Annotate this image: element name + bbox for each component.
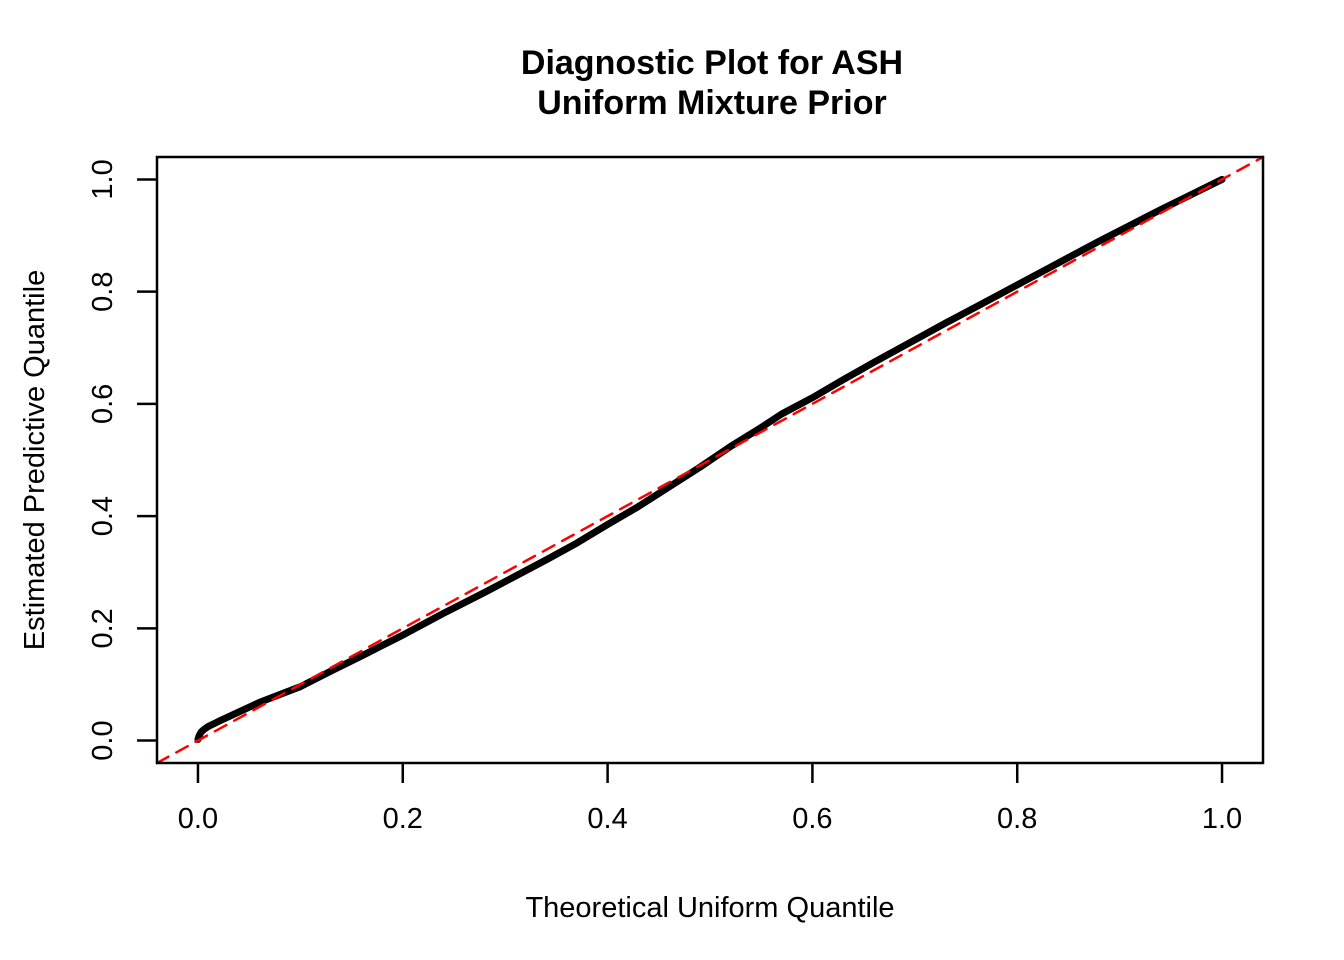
y-tick-label: 0.6 [87,384,119,424]
x-tick-label: 0.8 [997,803,1037,835]
chart-layer: 0.0 0.2 0.4 0.6 0.8 1.0 0.0 0.2 0.4 0.6 0.8 1.0 [87,155,1265,835]
x-tick-label: 0.6 [792,803,832,835]
y-tick-label: 0.2 [87,608,119,648]
x-tick-label: 0.2 [383,803,423,835]
x-tick-label: 0.4 [587,803,627,835]
x-axis-title: Theoretical Uniform Quantile [525,892,894,924]
identity-reference-line [155,155,1265,765]
x-tick-label: 0.0 [178,803,218,835]
plot-box [155,155,1265,765]
qq-curve [194,175,1226,743]
y-tick-label: 0.4 [87,496,119,536]
y-axis-title: Estimated Predictive Quantile [19,270,51,650]
y-tick-label: 1.0 [87,159,119,199]
x-tick-label: 1.0 [1202,803,1242,835]
plot-title: Diagnostic Plot for ASH [521,44,903,82]
plot-subtitle: Uniform Mixture Prior [537,84,886,122]
y-tick-label: 0.0 [87,720,119,760]
y-tick-label: 0.8 [87,272,119,312]
